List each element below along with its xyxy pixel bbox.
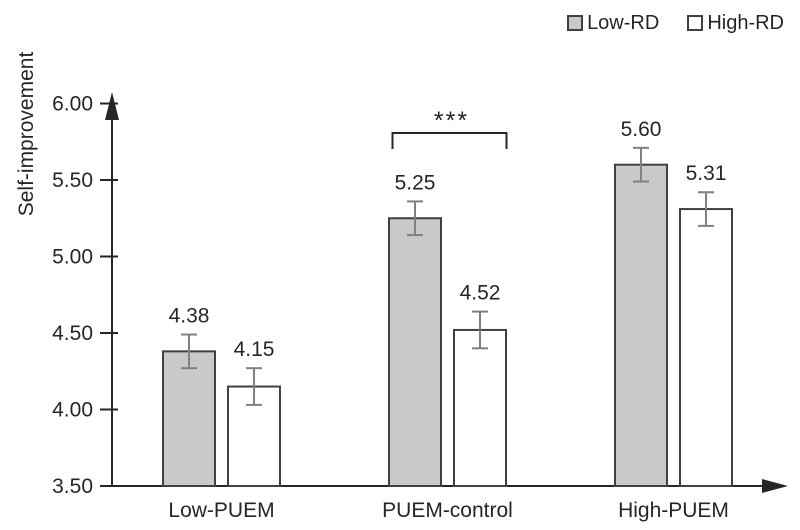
y-tick-label: 4.50 xyxy=(52,322,93,345)
error-bar-low-rd-puem-control xyxy=(407,200,423,237)
significance-stars: *** xyxy=(434,107,469,135)
category-label-high-puem: High-PUEM xyxy=(618,499,729,522)
error-bar-high-rd-puem-control xyxy=(472,310,488,350)
bar-low-rd-high-puem xyxy=(614,163,668,487)
error-bar-high-rd-low-puem xyxy=(246,367,262,406)
legend-label-high-rd: High-RD xyxy=(707,12,784,34)
y-tick-label: 5.50 xyxy=(52,169,93,192)
category-label-low-puem: Low-PUEM xyxy=(168,499,274,522)
y-axis-arrow-icon xyxy=(105,92,119,120)
legend-item-high-rd: High-RD xyxy=(687,13,784,33)
category-label-puem-control: PUEM-control xyxy=(382,499,513,522)
y-tick-label: 4.00 xyxy=(52,399,93,422)
bar-high-rd-puem-control xyxy=(453,328,507,487)
y-tick-label: 5.00 xyxy=(52,246,93,269)
value-label-low-rd-low-puem: 4.38 xyxy=(169,305,210,328)
value-label-high-rd-low-puem: 4.15 xyxy=(234,338,275,361)
bar-high-rd-high-puem xyxy=(679,208,733,487)
bar-low-rd-puem-control xyxy=(388,217,442,487)
legend-label-low-rd: Low-RD xyxy=(587,12,660,34)
value-label-high-rd-puem-control: 4.52 xyxy=(460,282,501,305)
value-label-high-rd-high-puem: 5.31 xyxy=(686,162,727,185)
error-bar-low-rd-low-puem xyxy=(181,333,197,370)
significance-bracket xyxy=(391,132,508,149)
legend: Low-RD High-RD xyxy=(567,13,784,33)
y-tick-label: 3.50 xyxy=(52,475,93,498)
legend-swatch-high-rd-icon xyxy=(687,15,704,31)
value-label-low-rd-puem-control: 5.25 xyxy=(395,171,436,194)
x-axis-arrow-icon xyxy=(762,479,788,493)
y-axis-title: Self-improvement xyxy=(15,51,38,217)
legend-item-low-rd: Low-RD xyxy=(567,13,659,33)
error-bar-low-rd-high-puem xyxy=(633,146,649,183)
bar-low-rd-low-puem xyxy=(162,350,216,487)
legend-swatch-low-rd-icon xyxy=(567,15,584,31)
value-label-low-rd-high-puem: 5.60 xyxy=(621,118,662,141)
y-tick-label: 6.00 xyxy=(52,93,93,116)
error-bar-high-rd-high-puem xyxy=(698,191,714,227)
